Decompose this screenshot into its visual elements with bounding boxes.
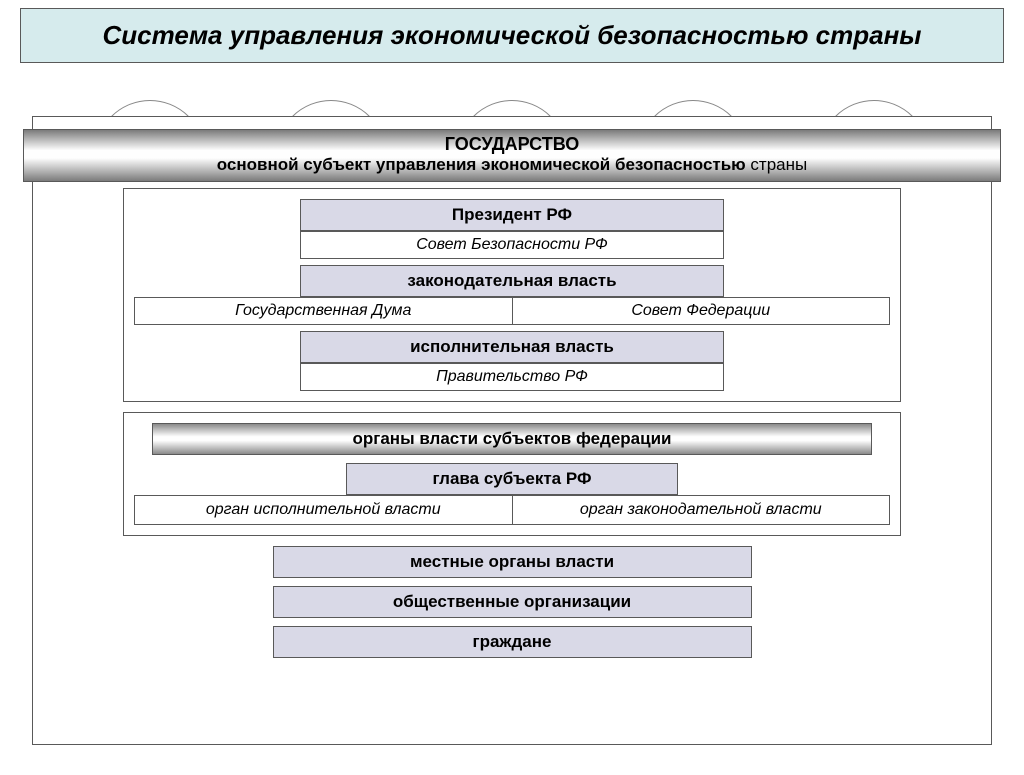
regional-row: орган исполнительной власти орган законо…: [134, 495, 890, 525]
page-title-bar: Система управления экономической безопас…: [20, 8, 1004, 63]
federation-council-box: Совет Федерации: [512, 297, 891, 325]
federal-block: Президент РФ Совет Безопасности РФ закон…: [123, 188, 901, 402]
government-bar: ГОСУДАРСТВО основной субъект управления …: [23, 129, 1001, 182]
region-head-box: глава субъекта РФ: [346, 463, 679, 495]
security-council-box: Совет Безопасности РФ: [300, 231, 723, 259]
local-authorities-box: местные органы власти: [273, 546, 752, 578]
main-frame: ГОСУДАРСТВО основной субъект управления …: [32, 116, 992, 745]
regional-header: органы власти субъектов федерации: [152, 423, 872, 455]
legislative-row: Государственная Дума Совет Федерации: [134, 297, 890, 325]
gov-title: ГОСУДАРСТВО: [34, 134, 990, 155]
region-exec-box: орган исполнительной власти: [134, 495, 512, 525]
public-organizations-box: общественные организации: [273, 586, 752, 618]
regional-block: органы власти субъектов федерации глава …: [123, 412, 901, 536]
page-title: Система управления экономической безопас…: [41, 19, 983, 52]
executive-header: исполнительная власть: [300, 331, 723, 363]
region-legis-box: орган законодательной власти: [512, 495, 891, 525]
duma-box: Государственная Дума: [134, 297, 512, 325]
legislative-header: законодательная власть: [300, 265, 723, 297]
citizens-box: граждане: [273, 626, 752, 658]
gov-subtitle: основной субъект управления экономическо…: [34, 155, 990, 175]
government-box: Правительство РФ: [300, 363, 723, 391]
president-box: Президент РФ: [300, 199, 723, 231]
